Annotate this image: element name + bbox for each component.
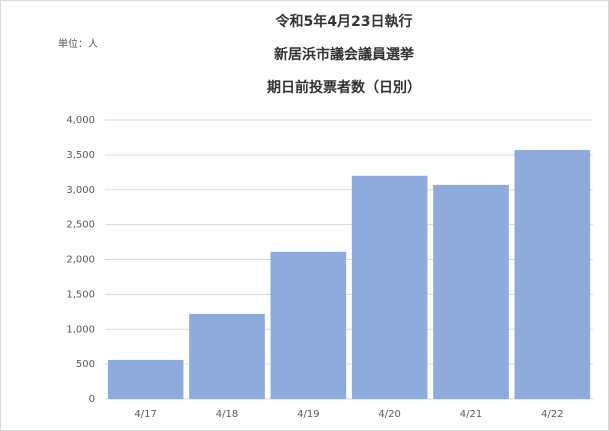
y-tick-label: 1,000	[66, 324, 95, 335]
chart-title: 令和5年4月23日執行	[275, 13, 413, 30]
y-tick-label: 3,500	[66, 150, 95, 161]
y-tick-label: 2,000	[66, 255, 95, 266]
y-tick-label: 500	[76, 359, 95, 370]
y-tick-label: 0	[89, 394, 95, 405]
chart-title: 期日前投票者数（日別）	[267, 79, 421, 96]
x-tick-label: 4/20	[378, 409, 400, 420]
x-tick-label: 4/22	[541, 409, 563, 420]
bar	[270, 251, 347, 399]
x-tick-label: 4/21	[460, 409, 482, 420]
y-tick-label: 1,500	[66, 289, 95, 300]
bar	[433, 184, 509, 399]
y-tick-label: 3,000	[66, 185, 95, 196]
chart-title: 新居浜市議会議員選挙	[274, 46, 415, 63]
x-tick-label: 4/19	[297, 409, 319, 420]
bar	[189, 313, 265, 399]
unit-label: 単位：人	[58, 37, 98, 50]
bar	[107, 359, 184, 399]
y-tick-label: 2,500	[66, 220, 95, 231]
bar	[351, 175, 428, 399]
x-tick-label: 4/17	[134, 409, 156, 420]
x-tick-label: 4/18	[216, 409, 238, 420]
y-tick-label: 4,000	[66, 115, 95, 126]
bar	[514, 149, 591, 399]
